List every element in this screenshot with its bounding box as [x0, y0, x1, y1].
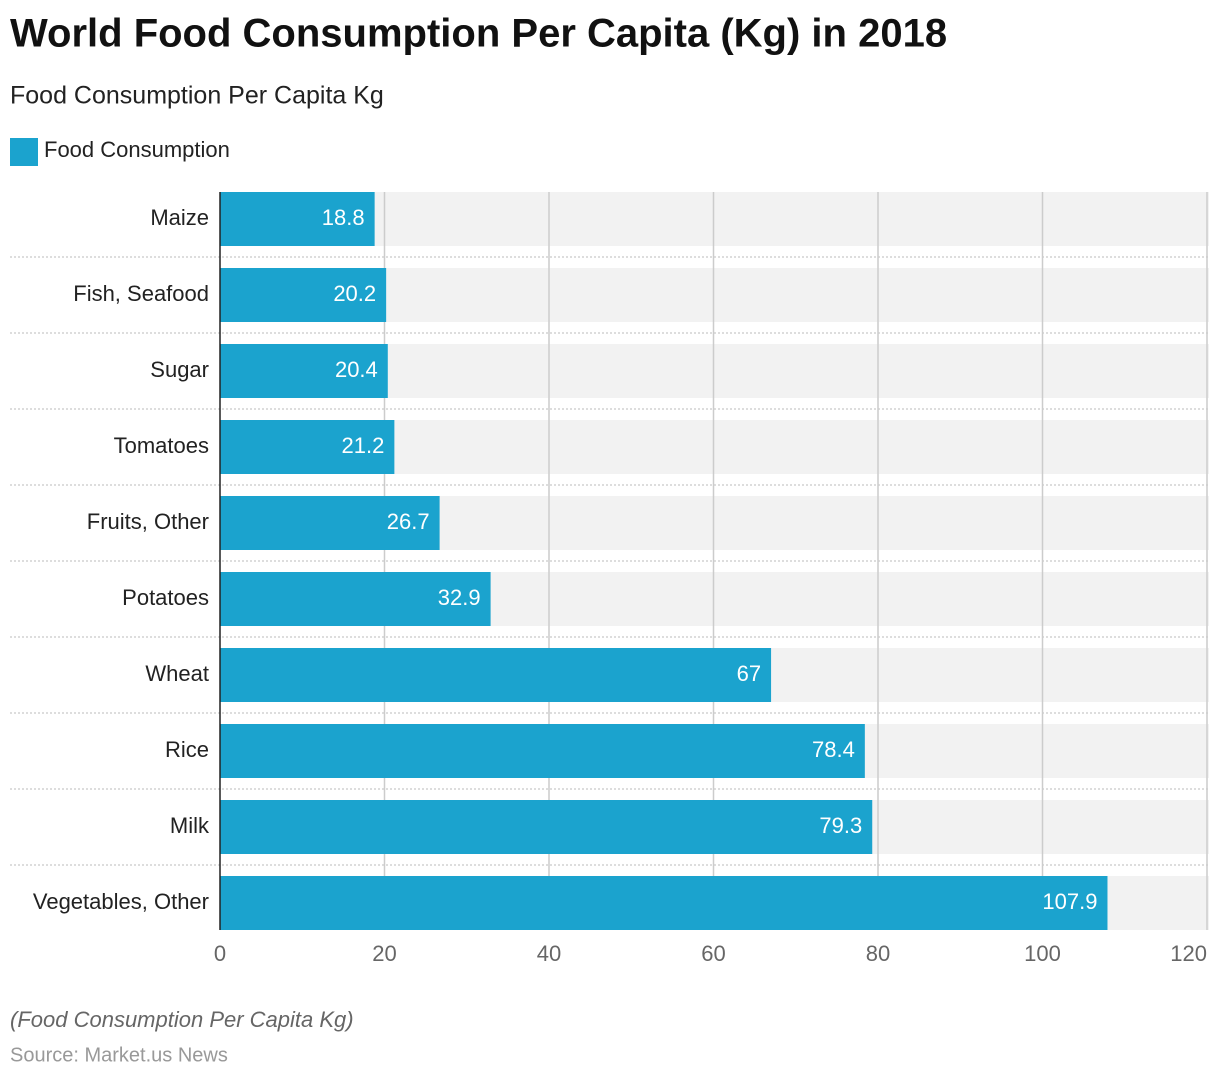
y-tick-label: Milk: [170, 813, 210, 838]
x-tick-label: 60: [701, 941, 725, 966]
note: (Food Consumption Per Capita Kg): [10, 1007, 354, 1032]
y-tick-label: Maize: [150, 205, 209, 230]
legend-label: Food Consumption: [44, 137, 230, 162]
bar: [220, 420, 395, 474]
value-label: 20.4: [335, 357, 378, 382]
bar: [220, 496, 440, 550]
y-tick-label: Sugar: [150, 357, 209, 382]
value-label: 20.2: [333, 281, 376, 306]
value-label: 79.3: [819, 813, 862, 838]
bar: [220, 572, 491, 626]
value-label: 21.2: [342, 433, 385, 458]
bar: [220, 876, 1108, 930]
bar: [220, 344, 388, 398]
value-label: 78.4: [812, 737, 855, 762]
chart-subtitle: Food Consumption Per Capita Kg: [10, 82, 384, 110]
bar: [220, 192, 375, 246]
legend-swatch: [10, 138, 38, 166]
x-tick-label: 40: [537, 941, 561, 966]
bar: [220, 800, 873, 854]
x-tick-label: 20: [372, 941, 396, 966]
bar: [220, 724, 865, 778]
y-tick-label: Vegetables, Other: [33, 889, 209, 914]
bar: [220, 648, 772, 702]
chart-title: World Food Consumption Per Capita (Kg) i…: [10, 12, 947, 56]
y-tick-label: Fish, Seafood: [73, 281, 209, 306]
value-label: 26.7: [387, 509, 430, 534]
bar: [220, 268, 387, 322]
value-label: 107.9: [1042, 889, 1097, 914]
x-tick-label: 0: [214, 941, 226, 966]
y-tick-label: Wheat: [145, 661, 209, 686]
value-label: 67: [737, 661, 761, 686]
y-tick-label: Rice: [165, 737, 209, 762]
y-tick-label: Potatoes: [122, 585, 209, 610]
x-tick-label: 120: [1170, 941, 1207, 966]
y-tick-label: Tomatoes: [114, 433, 209, 458]
value-label: 32.9: [438, 585, 481, 610]
x-tick-label: 100: [1024, 941, 1061, 966]
value-label: 18.8: [322, 205, 365, 230]
x-tick-label: 80: [866, 941, 890, 966]
source: Source: Market.us News: [10, 1044, 228, 1066]
y-tick-label: Fruits, Other: [87, 509, 209, 534]
